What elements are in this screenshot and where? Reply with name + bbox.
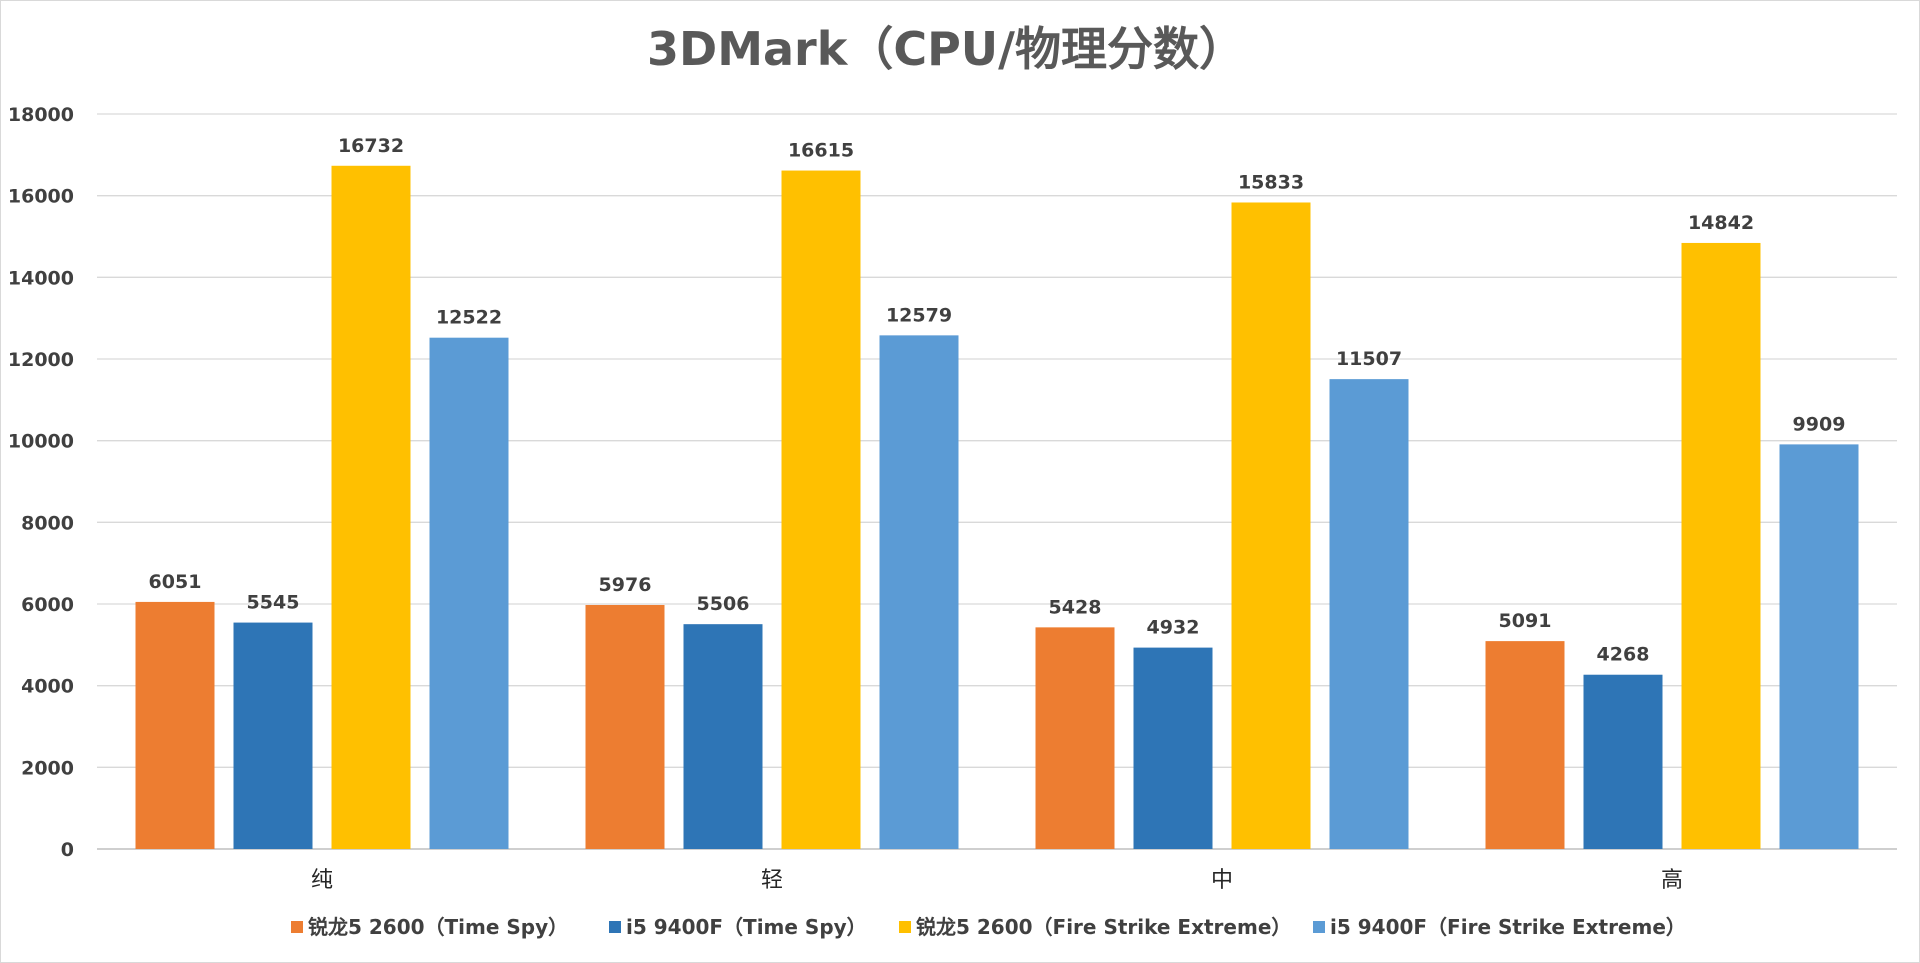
- bar: [1681, 242, 1761, 849]
- data-label: 12579: [886, 304, 952, 326]
- chart-title: 3DMark（CPU/物理分数）: [647, 22, 1245, 76]
- data-label: 16732: [338, 135, 404, 157]
- bar: [429, 337, 509, 849]
- x-tick-label: 轻: [761, 868, 783, 893]
- x-axis-ticks: 纯轻中高: [311, 868, 1683, 893]
- x-tick-label: 中: [1211, 868, 1233, 893]
- bar: [331, 165, 411, 849]
- data-label: 9909: [1793, 413, 1846, 435]
- data-label: 14842: [1688, 212, 1754, 234]
- bar: [1583, 674, 1663, 849]
- y-tick-label: 12000: [8, 349, 74, 371]
- legend: 锐龙5 2600（Time Spy） i5 9400F（Time Spy） 锐龙5 …: [291, 915, 1686, 939]
- legend-swatch: [899, 921, 911, 933]
- data-label: 5545: [247, 592, 300, 614]
- bar: [683, 624, 763, 849]
- legend-label: 锐龙5 2600（Fire Strike Extreme）: [916, 915, 1291, 939]
- data-label: 5428: [1049, 596, 1102, 618]
- data-label: 11507: [1336, 348, 1402, 370]
- x-tick-label: 高: [1661, 868, 1683, 893]
- bar: [585, 604, 665, 849]
- y-tick-label: 0: [61, 839, 74, 861]
- y-tick-label: 10000: [8, 431, 74, 453]
- bar: [1779, 444, 1859, 849]
- bar: [135, 601, 215, 849]
- y-tick-label: 6000: [21, 594, 74, 616]
- y-tick-label: 4000: [21, 676, 74, 698]
- data-label: 4932: [1147, 617, 1200, 639]
- bar: [781, 170, 861, 849]
- data-label: 12522: [436, 307, 502, 329]
- y-tick-label: 16000: [8, 186, 74, 208]
- legend-swatch: [291, 921, 303, 933]
- legend-swatch: [1313, 921, 1325, 933]
- bar: [233, 622, 313, 849]
- legend-label: i5 9400F（Fire Strike Extreme）: [1330, 915, 1686, 939]
- bar: [1231, 202, 1311, 849]
- data-label: 5976: [599, 574, 652, 596]
- bar: [879, 335, 959, 849]
- bar: [1133, 647, 1213, 849]
- data-label: 4268: [1597, 644, 1650, 666]
- data-label: 6051: [149, 571, 202, 593]
- data-label: 15833: [1238, 171, 1304, 193]
- y-tick-label: 14000: [8, 267, 74, 289]
- x-tick-label: 纯: [311, 868, 333, 893]
- legend-label: i5 9400F（Time Spy）: [626, 915, 867, 939]
- y-tick-label: 18000: [8, 104, 74, 126]
- bar: [1485, 641, 1565, 849]
- y-tick-label: 8000: [21, 512, 74, 534]
- y-axis-ticks: 0 2000 4000 6000 8000 10000 12000 14000 16000 180…: [8, 104, 74, 861]
- data-labels: 6051 5545 16732 12522 5976 5506 16615 12579 5428…: [149, 135, 1846, 666]
- bar: [1329, 379, 1409, 849]
- data-label: 16615: [788, 140, 854, 162]
- data-label: 5506: [697, 593, 750, 615]
- data-label: 5091: [1499, 610, 1552, 632]
- bar: [1035, 627, 1115, 849]
- bars: [135, 165, 1859, 849]
- y-tick-label: 2000: [21, 757, 74, 779]
- legend-label: 锐龙5 2600（Time Spy）: [308, 915, 568, 939]
- legend-swatch: [609, 921, 621, 933]
